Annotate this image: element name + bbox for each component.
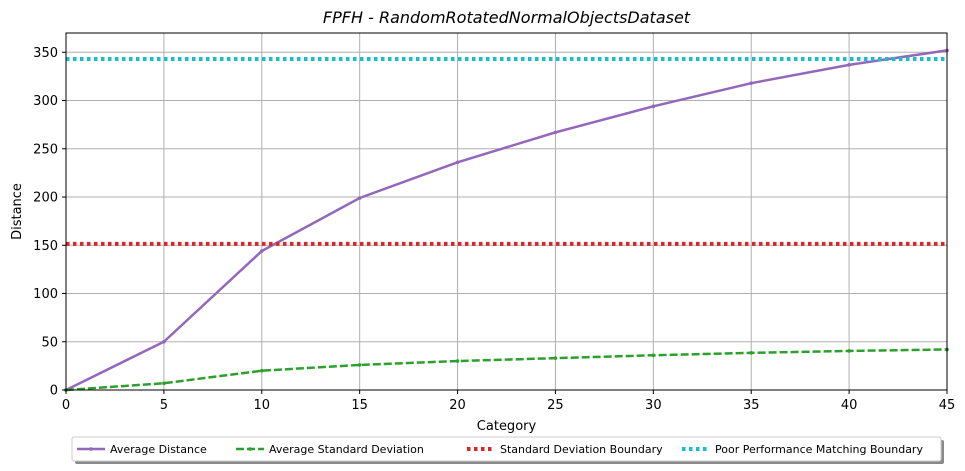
legend-label-1: Average Standard Deviation (269, 443, 424, 456)
series-1-point-1 (162, 381, 166, 386)
x-axis-title: Category (477, 419, 537, 434)
series-0-point-7 (749, 81, 754, 85)
legend-marker-0 (89, 447, 93, 451)
y-tick-label-1: 50 (41, 335, 58, 350)
axis-ticks: 0 5 10 15 20 25 30 35 40 45 0 50 100 150 200 250 300 350 (33, 46, 955, 413)
x-tick-label-4: 20 (449, 398, 466, 413)
x-tick-label-8: 40 (841, 398, 858, 413)
x-tick-label-0: 0 (62, 398, 70, 413)
x-tick-label-7: 35 (743, 398, 760, 413)
series-0-point-5 (553, 130, 558, 135)
series-0-point-8 (847, 63, 851, 67)
y-tick-label-2: 100 (33, 287, 58, 302)
y-tick-label-7: 350 (33, 46, 58, 61)
legend-label-0: Average Distance (110, 443, 207, 456)
x-tick-label-9: 45 (939, 398, 956, 413)
y-tick-label-3: 150 (33, 239, 58, 254)
series-0-point-2 (259, 249, 264, 253)
series-1-point-8 (847, 349, 851, 353)
series-1-point-7 (749, 351, 754, 355)
series-0-point-6 (651, 104, 656, 109)
legend-label-3: Poor Performance Matching Boundary (715, 443, 923, 456)
x-tick-label-1: 5 (160, 398, 168, 413)
series-0-point-4 (455, 160, 460, 165)
series-0-point-3 (357, 196, 362, 200)
x-tick-label-2: 10 (254, 398, 271, 413)
y-axis-title: Distance (10, 183, 25, 240)
x-tick-label-6: 30 (645, 398, 662, 413)
legend-box (71, 436, 942, 462)
series-1-point-5 (553, 356, 558, 360)
series-1-point-2 (259, 368, 264, 373)
y-tick-label-0: 0 (50, 384, 58, 399)
y-tick-label-6: 300 (33, 94, 58, 109)
x-tick-label-3: 15 (351, 398, 368, 413)
plot-frame (65, 32, 948, 391)
series-1-point-3 (357, 363, 362, 367)
x-tick-label-5: 25 (547, 398, 564, 413)
series-1-point-6 (651, 353, 656, 358)
series-line-1 (65, 348, 948, 392)
legend-marker-1 (248, 447, 252, 451)
y-tick-label-5: 250 (33, 142, 58, 157)
series-1-point-4 (455, 359, 460, 363)
grid (65, 33, 948, 391)
series-line-0 (65, 49, 948, 392)
legend: Average Distance Average Standard Deviati… (71, 436, 944, 464)
series-0-point-1 (162, 339, 166, 344)
series-lines (64, 48, 949, 392)
chart-title: FPFH - RandomRotatedNormalObjectsDataset (323, 8, 691, 27)
y-tick-label-4: 200 (33, 191, 58, 206)
legend-label-2: Standard Deviation Boundary (500, 443, 663, 456)
